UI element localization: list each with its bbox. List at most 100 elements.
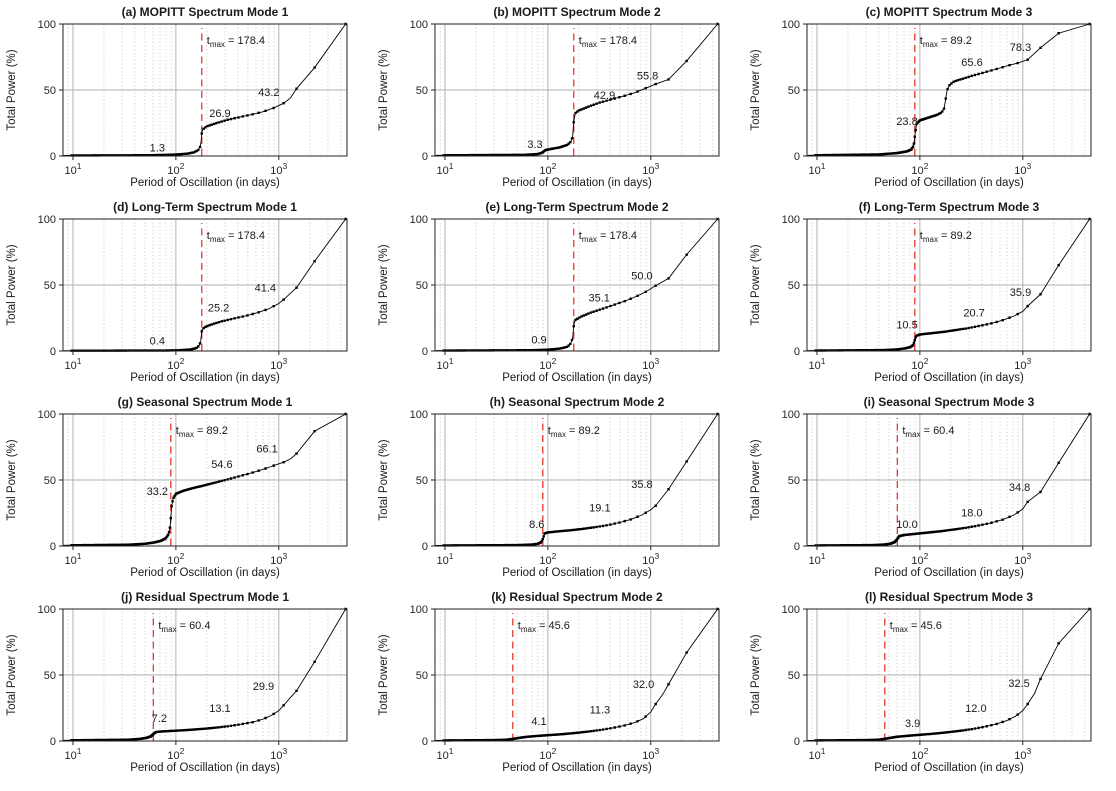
- power-annotation: 35.1: [588, 293, 609, 305]
- y-axis-label: Total Power (%): [6, 439, 18, 520]
- y-tick-label: 0: [50, 736, 56, 748]
- chart-title: (c) MOPITT Spectrum Mode 3: [866, 5, 1033, 19]
- subplot-h: 101 102 103 0 50 100 (h) Seasonal Spectrum Mod…: [378, 395, 720, 579]
- y-tick-label: 0: [50, 541, 56, 553]
- y-axis-label: Total Power (%): [378, 439, 390, 520]
- x-tick-label: 101: [808, 551, 825, 567]
- power-annotation: 0.9: [531, 335, 546, 347]
- x-tick-label: 101: [436, 161, 453, 177]
- power-annotation: 43.2: [258, 87, 279, 99]
- y-tick-label: 0: [422, 541, 428, 553]
- x-tick-label: 102: [167, 746, 184, 762]
- x-tick-label: 103: [642, 161, 659, 177]
- y-axis-label: Total Power (%): [6, 244, 18, 325]
- x-axis-label: Period of Oscillation (in days): [874, 762, 1024, 774]
- power-annotation: 3.3: [527, 139, 542, 151]
- x-tick-label: 102: [539, 551, 556, 567]
- x-tick-label: 102: [911, 746, 928, 762]
- subplot-c: 101 102 103 0 50 100 (c) MOPITT Spectrum Mode …: [750, 5, 1092, 189]
- subplot-d: 101 102 103 0 50 100 (d) Long-Term Spectrum Mo…: [6, 200, 348, 384]
- subplot-cell-i: 101 102 103 0 50 100 (i) Seasonal Spectrum Mod…: [744, 390, 1116, 585]
- x-tick-label: 101: [64, 551, 81, 567]
- y-tick-label: 50: [44, 280, 56, 292]
- x-axis-label: Period of Oscillation (in days): [502, 372, 652, 384]
- power-annotation: 35.8: [631, 479, 652, 491]
- subplot-cell-c: 101 102 103 0 50 100 (c) MOPITT Spectrum Mode …: [744, 0, 1116, 195]
- power-annotation: 34.8: [1009, 482, 1030, 494]
- y-tick-label: 100: [38, 19, 56, 31]
- y-tick-label: 0: [794, 541, 800, 553]
- chart-title: (e) Long-Term Spectrum Mode 2: [485, 200, 668, 214]
- x-tick-label: 103: [1014, 551, 1031, 567]
- y-axis-label: Total Power (%): [750, 634, 762, 715]
- tmax-label: tmax = 60.4: [902, 425, 954, 439]
- power-annotation: 20.7: [963, 308, 984, 320]
- y-axis-label: Total Power (%): [378, 634, 390, 715]
- power-annotation: 10.5: [896, 320, 917, 332]
- y-tick-label: 100: [410, 19, 428, 31]
- x-axis-label: Period of Oscillation (in days): [130, 567, 280, 579]
- y-tick-label: 100: [38, 214, 56, 226]
- subplot-cell-d: 101 102 103 0 50 100 (d) Long-Term Spectrum Mo…: [0, 195, 372, 390]
- power-annotation: 29.9: [253, 681, 274, 693]
- chart-title: (d) Long-Term Spectrum Mode 1: [113, 200, 297, 214]
- y-tick-label: 100: [410, 409, 428, 421]
- chart-title: (l) Residual Spectrum Mode 3: [865, 590, 1033, 604]
- x-tick-label: 102: [911, 161, 928, 177]
- power-annotation: 19.1: [589, 503, 610, 515]
- x-tick-label: 102: [911, 551, 928, 567]
- x-tick-label: 102: [911, 356, 928, 372]
- subplot-k: 101 102 103 0 50 100 (k) Residual Spectrum Mod…: [378, 590, 720, 774]
- subplot-cell-g: 101 102 103 0 50 100 (g) Seasonal Spectrum Mod…: [0, 390, 372, 585]
- y-axis-label: Total Power (%): [378, 49, 390, 130]
- y-axis-label: Total Power (%): [750, 439, 762, 520]
- subplot-cell-h: 101 102 103 0 50 100 (h) Seasonal Spectrum Mod…: [372, 390, 744, 585]
- y-tick-label: 50: [416, 475, 428, 487]
- power-annotation: 50.0: [631, 271, 652, 283]
- subplot-f: 101 102 103 0 50 100 (f) Long-Term Spectrum Mo…: [750, 200, 1092, 384]
- x-tick-label: 101: [64, 356, 81, 372]
- y-axis-label: Total Power (%): [6, 634, 18, 715]
- power-annotation: 10.0: [896, 519, 917, 531]
- x-axis-label: Period of Oscillation (in days): [874, 177, 1024, 189]
- power-annotation: 78.3: [1010, 42, 1031, 54]
- subplot-i: 101 102 103 0 50 100 (i) Seasonal Spectrum Mod…: [750, 395, 1092, 579]
- x-axis-label: Period of Oscillation (in days): [502, 567, 652, 579]
- y-tick-label: 50: [44, 85, 56, 97]
- x-axis-label: Period of Oscillation (in days): [130, 372, 280, 384]
- subplot-cell-f: 101 102 103 0 50 100 (f) Long-Term Spectrum Mo…: [744, 195, 1116, 390]
- y-tick-label: 100: [782, 409, 800, 421]
- x-axis-label: Period of Oscillation (in days): [874, 567, 1024, 579]
- power-annotation: 54.6: [211, 459, 232, 471]
- x-tick-label: 101: [808, 746, 825, 762]
- chart-title: (a) MOPITT Spectrum Mode 1: [122, 5, 289, 19]
- tmax-label: tmax = 89.2: [548, 425, 600, 439]
- y-tick-label: 50: [788, 670, 800, 682]
- y-axis-label: Total Power (%): [750, 244, 762, 325]
- chart-title: (f) Long-Term Spectrum Mode 3: [859, 200, 1040, 214]
- power-annotation: 25.2: [208, 302, 229, 314]
- tmax-label: tmax = 45.6: [890, 620, 942, 634]
- power-annotation: 35.9: [1010, 287, 1031, 299]
- y-tick-label: 0: [422, 346, 428, 358]
- power-annotation: 23.8: [896, 116, 917, 128]
- chart-title: (i) Seasonal Spectrum Mode 3: [864, 395, 1035, 409]
- x-tick-label: 103: [1014, 161, 1031, 177]
- y-tick-label: 0: [794, 736, 800, 748]
- x-axis-label: Period of Oscillation (in days): [874, 372, 1024, 384]
- subplot-e: 101 102 103 0 50 100 (e) Long-Term Spectrum Mo…: [378, 200, 720, 384]
- y-tick-label: 0: [50, 346, 56, 358]
- power-annotation: 18.0: [961, 507, 982, 519]
- power-annotation: 32.5: [1008, 678, 1029, 690]
- x-tick-label: 103: [1014, 746, 1031, 762]
- power-annotation: 3.9: [905, 718, 920, 730]
- subplot-cell-l: 101 102 103 0 50 100 (l) Residual Spectrum Mod…: [744, 585, 1116, 791]
- y-axis-label: Total Power (%): [378, 244, 390, 325]
- x-tick-label: 103: [642, 356, 659, 372]
- tmax-label: tmax = 178.4: [207, 35, 265, 49]
- x-axis-label: Period of Oscillation (in days): [502, 177, 652, 189]
- y-tick-label: 0: [422, 736, 428, 748]
- power-annotation: 26.9: [209, 108, 230, 120]
- tmax-label: tmax = 178.4: [207, 230, 265, 244]
- x-tick-label: 102: [167, 356, 184, 372]
